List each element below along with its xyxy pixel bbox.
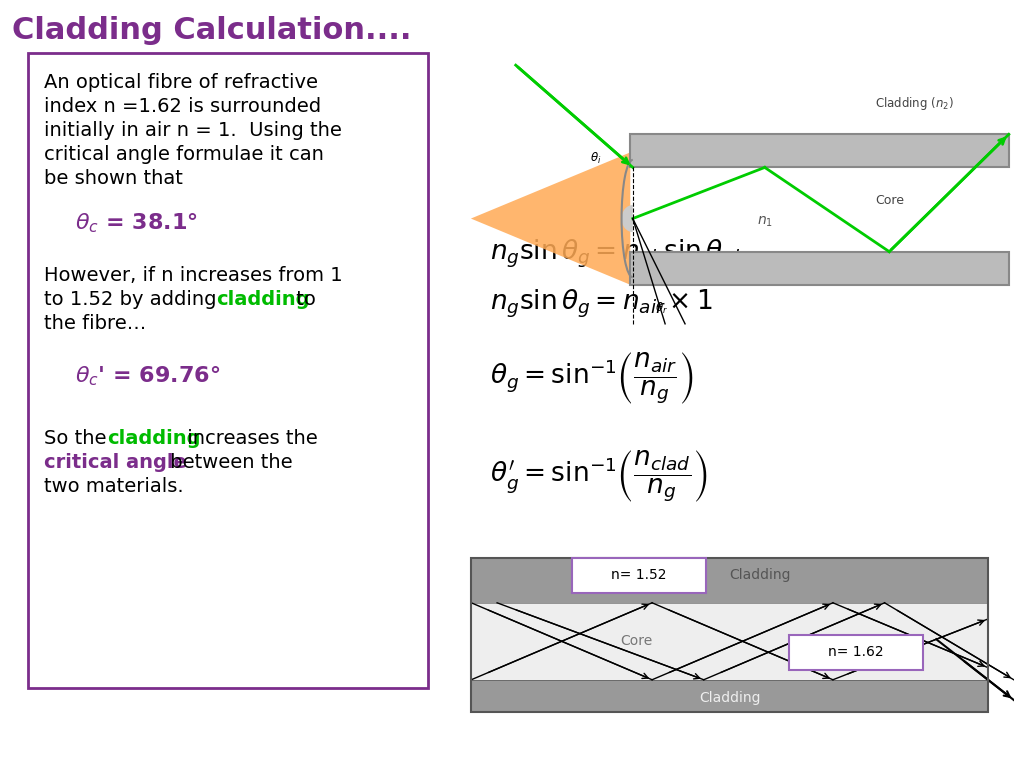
Text: $\theta_i$: $\theta_i$ — [591, 151, 602, 166]
Text: the fibre…: the fibre… — [44, 314, 146, 333]
Text: Core: Core — [621, 634, 652, 648]
Text: $\theta_g' = \sin^{-1}\!\left(\dfrac{n_{clad}}{n_g}\right)$: $\theta_g' = \sin^{-1}\!\left(\dfrac{n_{… — [490, 448, 708, 504]
Text: However, if n increases from 1: However, if n increases from 1 — [44, 266, 343, 285]
Text: Cladding $(n_2)$: Cladding $(n_2)$ — [874, 95, 953, 112]
Text: index n =1.62 is surrounded: index n =1.62 is surrounded — [44, 97, 322, 116]
Text: $\theta_r$: $\theta_r$ — [655, 301, 669, 316]
Text: So the: So the — [44, 429, 113, 448]
Text: $n_1$: $n_1$ — [757, 214, 773, 229]
FancyBboxPatch shape — [572, 558, 707, 593]
Text: between the: between the — [164, 453, 293, 472]
Text: $n_g \sin\theta_g = n_{air} \times 1$: $n_g \sin\theta_g = n_{air} \times 1$ — [490, 288, 713, 320]
Text: $\theta_c$ = 38.1°: $\theta_c$ = 38.1° — [75, 211, 198, 234]
Bar — [471, 603, 988, 680]
Text: two materials.: two materials. — [44, 477, 183, 496]
Text: initially in air n = 1.  Using the: initially in air n = 1. Using the — [44, 121, 342, 140]
Text: critical angle: critical angle — [44, 453, 186, 472]
Text: n= 1.62: n= 1.62 — [828, 645, 884, 660]
Text: $\theta_c$' = 69.76°: $\theta_c$' = 69.76° — [75, 364, 220, 388]
Text: Core: Core — [874, 194, 904, 207]
Text: cladding: cladding — [106, 429, 201, 448]
Bar — [471, 558, 988, 712]
Text: cladding: cladding — [216, 290, 309, 309]
Bar — [630, 134, 1009, 167]
Text: $\theta_g = \sin^{-1}\!\left(\dfrac{n_{air}}{n_g}\right)$: $\theta_g = \sin^{-1}\!\left(\dfrac{n_{a… — [490, 350, 693, 406]
Text: increases the: increases the — [181, 429, 317, 448]
Text: Cladding: Cladding — [698, 691, 761, 705]
Text: Cladding: Cladding — [729, 568, 792, 582]
Text: n= 1.52: n= 1.52 — [611, 568, 667, 582]
Text: critical angle formulae it can: critical angle formulae it can — [44, 145, 324, 164]
Bar — [630, 252, 1009, 285]
Text: Cladding Calculation....: Cladding Calculation.... — [12, 16, 412, 45]
Text: be shown that: be shown that — [44, 169, 183, 188]
FancyBboxPatch shape — [790, 635, 924, 670]
Text: An optical fibre of refractive: An optical fibre of refractive — [44, 73, 318, 92]
FancyBboxPatch shape — [28, 53, 428, 688]
Wedge shape — [622, 205, 633, 232]
Bar — [471, 558, 988, 603]
Polygon shape — [471, 152, 630, 285]
Text: to 1.52 by adding: to 1.52 by adding — [44, 290, 223, 309]
Bar — [471, 680, 988, 712]
Text: to: to — [290, 290, 315, 309]
Text: $n_g \sin\theta_g = n_{air}\sin\theta_{air}$: $n_g \sin\theta_g = n_{air}\sin\theta_{a… — [490, 238, 749, 270]
